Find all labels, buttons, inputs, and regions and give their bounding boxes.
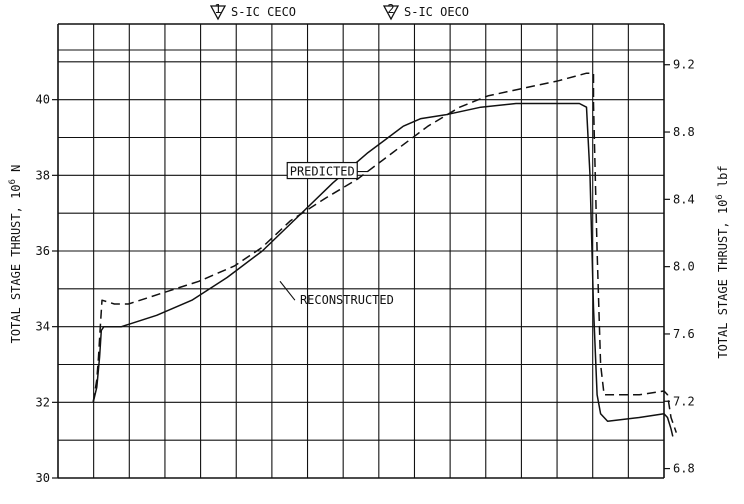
y-left-tick-label: 34: [36, 320, 50, 334]
legend-symbol: 2: [387, 2, 394, 16]
series-line-reconstructed: [92, 102, 674, 437]
annotation-reconstructed-label: RECONSTRUCTED: [300, 293, 394, 307]
y-left-axis-title: TOTAL STAGE THRUST, 106 N: [8, 165, 23, 344]
y-left-axis-title-unit-base: 10: [9, 184, 23, 198]
y-right-tick-label: 9.2: [673, 58, 695, 72]
annotation-reconstructed-leader: [279, 280, 296, 301]
y-right-tick-label: 8.4: [673, 192, 695, 206]
annotation-predicted-label: PREDICTED: [290, 165, 355, 179]
y-right-tick-label: 8.8: [673, 125, 695, 139]
axes: 30 32 34 36 38 40 6.8 7.2 7.6 8.0 8.4 8.8 9.2 TOTAL S…: [8, 58, 730, 485]
annotation-predicted-box: [286, 161, 358, 180]
series-line-predicted: [92, 72, 678, 433]
y-right-axis-title-unit-exp: 6: [715, 194, 725, 199]
y-left-tick-label: 30: [36, 471, 50, 485]
legend-triangle-icon: [382, 5, 400, 21]
grid: [57, 23, 665, 479]
annotations: PREDICTED RECONSTRUCTED: [279, 161, 394, 307]
y-right-axis-title-unit-tail: lbf: [716, 165, 730, 194]
y-right-tick-label: 7.6: [673, 327, 695, 341]
series-layer: [92, 72, 678, 437]
y-left-tick-label: 40: [36, 93, 50, 107]
legend-label: S-IC OECO: [404, 5, 469, 19]
y-right-axis-title: TOTAL STAGE THRUST, 106 lbf: [715, 165, 730, 358]
legend-label: S-IC CECO: [231, 5, 296, 19]
legend-triangle-icon: [209, 5, 227, 21]
y-left-axis-title-unit-exp: 6: [8, 179, 18, 184]
y-right-tick-label: 6.8: [673, 462, 695, 476]
y-right-axis-title-unit-base: 10: [716, 200, 730, 214]
y-left-tick-label: 36: [36, 244, 50, 258]
y-right-axis-title-main: TOTAL STAGE THRUST,: [716, 214, 730, 359]
legend-symbol: 1: [214, 2, 221, 16]
y-left-axis-title-main: TOTAL STAGE THRUST,: [9, 199, 23, 344]
legend: 1 S-IC CECO 2 S-IC OECO: [209, 2, 469, 21]
y-left-tick-label: 38: [36, 168, 50, 182]
y-left-axis-title-text: TOTAL STAGE THRUST, 106 N: [8, 165, 23, 344]
y-right-tick-label: 8.0: [673, 260, 695, 274]
y-right-tick-label: 7.2: [673, 394, 695, 408]
y-left-axis-title-unit-tail: N: [9, 165, 23, 179]
y-left-tick-label: 32: [36, 395, 50, 409]
y-right-axis-title-text: TOTAL STAGE THRUST, 106 lbf: [715, 165, 730, 358]
